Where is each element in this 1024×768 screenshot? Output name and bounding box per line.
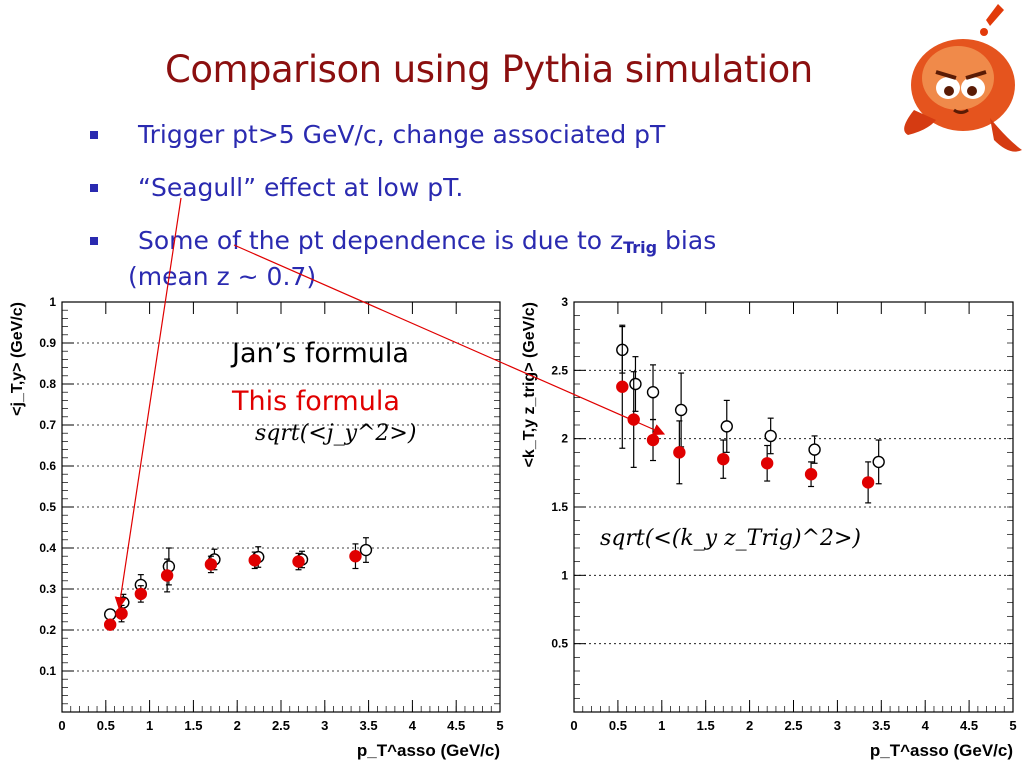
data-point-this-formula bbox=[760, 457, 774, 470]
slide-title: Comparison using Pythia simulation bbox=[165, 48, 813, 91]
bullet-square-icon bbox=[90, 237, 98, 245]
data-point-this-formula bbox=[204, 558, 218, 571]
x-tick-label: 2.5 bbox=[784, 718, 802, 733]
bullet-item: “Seagull” effect at low pT. bbox=[88, 168, 888, 221]
annotation-arrow bbox=[114, 197, 182, 610]
bullet-text: “Seagull” effect at low pT. bbox=[138, 173, 464, 202]
x-tick-label: 2 bbox=[746, 718, 753, 733]
x-tick-label: 0.5 bbox=[97, 718, 115, 733]
bullet-item: Some of the pt dependence is due to zTri… bbox=[88, 221, 888, 274]
bullet-text: Trigger pt>5 GeV/c, change associated pT bbox=[138, 120, 666, 149]
chart-panel-2: 0.5 1 1.5 2 2.5 3 0 0.5 1 1.5 2 2.5 3 3.5 4 4.5 5 p_T^ass… bbox=[521, 295, 1017, 760]
y-tick-label: 0.2 bbox=[39, 623, 56, 637]
data-point-jans-formula bbox=[674, 403, 688, 417]
x-tick-label: 0.5 bbox=[609, 718, 627, 733]
x-tick-label: 4.5 bbox=[447, 718, 465, 733]
data-point-this-formula bbox=[103, 618, 117, 631]
formula-label: sqrt(<j_y^2>) bbox=[255, 421, 416, 446]
data-point-this-formula bbox=[717, 452, 730, 466]
x-tick-label: 4 bbox=[409, 718, 417, 733]
data-point-jans-formula bbox=[103, 608, 117, 621]
y-tick-label: 1.5 bbox=[551, 500, 568, 514]
x-tick-label: 3.5 bbox=[872, 718, 890, 733]
legend-jan-label: Jan’s formula bbox=[232, 338, 409, 369]
x-tick-label: 1 bbox=[658, 718, 665, 733]
bullet-text: Some of the pt dependence is due to z bbox=[138, 226, 624, 255]
data-point-jans-formula bbox=[720, 420, 733, 433]
y-tick-label: 2.5 bbox=[551, 363, 568, 377]
y-tick-label: 0.1 bbox=[39, 664, 56, 678]
chart-panel-1: 0.1 0.2 0.3 0.4 0.5 0.6 0.7 0.8 0.9 1 0 0.5 1 1.5 2 2.5… bbox=[9, 295, 504, 760]
x-tick-label: 1.5 bbox=[184, 718, 202, 733]
y-tick-label: 0.6 bbox=[39, 459, 56, 473]
bullet-square-icon bbox=[90, 131, 98, 139]
y-tick-label: 0.5 bbox=[39, 500, 56, 514]
legend-this-label: This formula bbox=[232, 386, 400, 417]
y-tick-label: 0.7 bbox=[39, 418, 56, 432]
data-point-this-formula bbox=[292, 555, 305, 568]
data-point-jans-formula bbox=[872, 455, 885, 469]
formula-label: sqrt(<(k_y z_Trig)^2>) bbox=[600, 526, 861, 551]
bullet-subscript: Trig bbox=[623, 238, 658, 257]
x-tick-label: 0 bbox=[570, 718, 577, 733]
data-point-this-formula bbox=[804, 468, 818, 481]
y-axis-label: <j_T,y> (GeV/c) bbox=[9, 302, 26, 416]
data-point-jans-formula bbox=[808, 443, 821, 456]
data-point-this-formula bbox=[646, 433, 660, 447]
x-tick-label: 3 bbox=[321, 718, 328, 733]
annotation-arrow bbox=[233, 244, 666, 436]
y-tick-label: 0.4 bbox=[39, 541, 56, 555]
bullet-square-icon bbox=[90, 184, 98, 192]
y-tick-label: 0.3 bbox=[39, 582, 56, 596]
x-tick-label: 3 bbox=[834, 718, 841, 733]
x-tick-label: 2 bbox=[234, 718, 241, 733]
x-tick-label: 4 bbox=[922, 718, 930, 733]
data-point-this-formula bbox=[349, 550, 362, 563]
y-tick-label: 0.5 bbox=[551, 637, 568, 651]
bullet-item: Trigger pt>5 GeV/c, change associated pT bbox=[88, 115, 888, 168]
y-tick-label: 3 bbox=[561, 295, 568, 309]
data-point-this-formula bbox=[115, 607, 128, 620]
x-tick-label: 3.5 bbox=[360, 718, 378, 733]
y-tick-label: 0.8 bbox=[39, 377, 56, 391]
y-tick-label: 2 bbox=[561, 432, 568, 446]
y-tick-label: 1 bbox=[561, 568, 568, 582]
x-tick-label: 1.5 bbox=[697, 718, 715, 733]
data-point-jans-formula bbox=[629, 377, 642, 391]
data-point-jans-formula bbox=[646, 386, 660, 399]
x-axis-label: p_T^asso (GeV/c) bbox=[357, 741, 500, 760]
mascot-icon bbox=[904, 4, 1022, 152]
x-tick-label: 5 bbox=[1009, 718, 1016, 733]
y-tick-label: 1 bbox=[49, 295, 56, 309]
data-point-this-formula bbox=[673, 446, 686, 459]
data-point-this-formula bbox=[616, 380, 629, 393]
y-axis-label: <k_T,y z_trig> (GeV/c) bbox=[521, 302, 538, 467]
bullet-text-post: bias bbox=[657, 226, 717, 255]
x-tick-label: 0 bbox=[58, 718, 65, 733]
x-axis-label: p_T^asso (GeV/c) bbox=[870, 741, 1013, 760]
x-tick-label: 5 bbox=[496, 718, 503, 733]
data-point-this-formula bbox=[134, 587, 148, 601]
data-point-this-formula bbox=[160, 569, 174, 582]
x-tick-label: 2.5 bbox=[272, 718, 290, 733]
x-tick-label: 4.5 bbox=[960, 718, 978, 733]
bullet-list: Trigger pt>5 GeV/c, change associated pT… bbox=[88, 115, 888, 274]
y-tick-label: 0.9 bbox=[39, 336, 56, 350]
data-point-this-formula bbox=[861, 476, 875, 489]
data-point-this-formula bbox=[248, 554, 261, 567]
data-point-jans-formula bbox=[359, 543, 373, 557]
x-tick-label: 1 bbox=[146, 718, 153, 733]
data-point-jans-formula bbox=[764, 429, 777, 443]
